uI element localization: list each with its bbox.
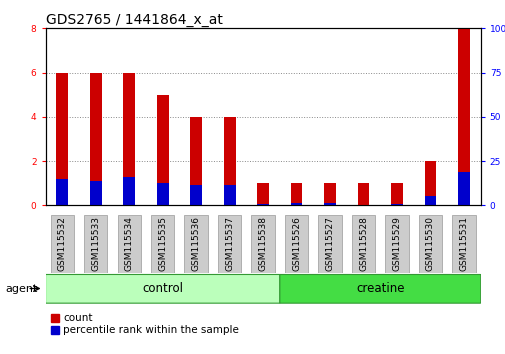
Bar xyxy=(324,183,335,205)
FancyBboxPatch shape xyxy=(384,215,408,273)
Legend: count, percentile rank within the sample: count, percentile rank within the sample xyxy=(50,313,239,335)
FancyBboxPatch shape xyxy=(117,215,141,273)
Text: control: control xyxy=(142,282,183,295)
Text: GSM115538: GSM115538 xyxy=(258,217,267,272)
Bar xyxy=(424,161,435,205)
Text: GSM115527: GSM115527 xyxy=(325,217,334,272)
FancyBboxPatch shape xyxy=(184,215,208,273)
Bar xyxy=(90,181,102,205)
FancyBboxPatch shape xyxy=(284,215,308,273)
Bar xyxy=(290,203,302,205)
Bar xyxy=(57,73,68,205)
Bar xyxy=(457,172,469,205)
Bar xyxy=(90,73,102,205)
Bar xyxy=(390,183,402,205)
Bar xyxy=(390,204,402,205)
Bar xyxy=(290,183,302,205)
FancyBboxPatch shape xyxy=(251,215,274,273)
Bar xyxy=(324,203,335,205)
Bar xyxy=(257,204,269,205)
Bar xyxy=(190,117,201,205)
Bar xyxy=(223,185,235,205)
FancyBboxPatch shape xyxy=(50,215,74,273)
Text: GSM115534: GSM115534 xyxy=(124,217,133,272)
Text: GSM115528: GSM115528 xyxy=(359,217,367,272)
Text: creatine: creatine xyxy=(356,282,403,295)
FancyBboxPatch shape xyxy=(418,215,441,273)
Bar xyxy=(123,73,135,205)
Bar xyxy=(123,177,135,205)
Bar xyxy=(57,179,68,205)
Bar xyxy=(223,117,235,205)
FancyBboxPatch shape xyxy=(451,215,475,273)
Text: GSM115535: GSM115535 xyxy=(158,217,167,272)
Bar xyxy=(257,183,269,205)
Text: GSM115536: GSM115536 xyxy=(191,217,200,272)
Text: GSM115532: GSM115532 xyxy=(58,217,67,272)
Text: GSM115530: GSM115530 xyxy=(425,217,434,272)
Text: GSM115526: GSM115526 xyxy=(291,217,300,272)
Bar xyxy=(190,185,201,205)
Text: GDS2765 / 1441864_x_at: GDS2765 / 1441864_x_at xyxy=(45,13,222,27)
Text: GSM115533: GSM115533 xyxy=(91,217,100,272)
FancyBboxPatch shape xyxy=(279,274,480,303)
Text: GSM115537: GSM115537 xyxy=(225,217,234,272)
FancyBboxPatch shape xyxy=(351,215,375,273)
FancyBboxPatch shape xyxy=(318,215,341,273)
Text: GSM115529: GSM115529 xyxy=(392,217,401,272)
Text: GSM115531: GSM115531 xyxy=(459,217,468,272)
Bar xyxy=(457,28,469,205)
Bar xyxy=(157,95,168,205)
Bar xyxy=(357,183,369,205)
FancyBboxPatch shape xyxy=(84,215,107,273)
FancyBboxPatch shape xyxy=(218,215,241,273)
FancyBboxPatch shape xyxy=(150,215,174,273)
Bar xyxy=(157,183,168,205)
Bar xyxy=(424,196,435,205)
Text: agent: agent xyxy=(5,284,37,293)
FancyBboxPatch shape xyxy=(45,274,279,303)
